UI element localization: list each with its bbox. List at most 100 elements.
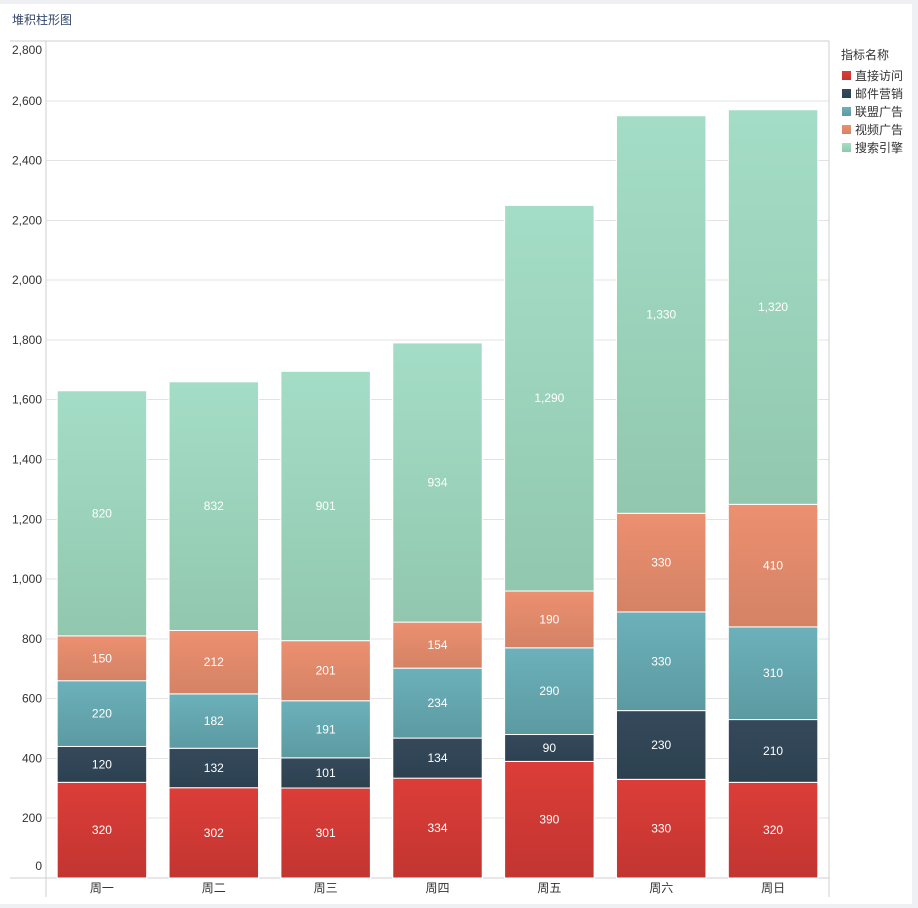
legend-label-search-engine: 搜索引擎 — [855, 140, 904, 155]
bar-series1-cat6[interactable] — [615, 778, 707, 879]
bar-series3-cat6[interactable] — [615, 611, 707, 712]
legend-swatch-direct-visit — [842, 70, 851, 80]
data-label-series4-cat7: 410 — [763, 559, 783, 573]
y-tick-label-2400: 2,400 — [12, 154, 42, 168]
bar-series1-cat2[interactable] — [168, 787, 260, 879]
y-tick-label-1600: 1,600 — [12, 393, 42, 407]
x-category-label-1: 周一 — [90, 881, 114, 895]
data-labels: 320 120 220 150 820 302 132 182 212 832 301 101 191 2… — [92, 300, 788, 840]
bar-series3-cat7[interactable] — [727, 626, 819, 721]
data-label-series4-cat6: 330 — [651, 556, 671, 570]
y-axis: 0 200 400 600 800 1,000 1,200 1,400 1,600 1,800 2,… — [12, 43, 42, 873]
bar-series2-cat6[interactable] — [615, 710, 707, 780]
legend-label-video-ads: 视频广告 — [855, 122, 904, 137]
bar-series4-cat7[interactable] — [727, 503, 819, 628]
bar-series1-cat3[interactable] — [280, 787, 371, 879]
bar-series4-cat6[interactable] — [615, 512, 707, 613]
data-label-series5-cat2: 832 — [204, 499, 224, 513]
data-label-series1-cat3: 301 — [316, 826, 336, 840]
bars — [56, 109, 819, 879]
data-label-series5-cat6: 1,330 — [646, 308, 676, 322]
x-category-label-6: 周六 — [649, 881, 673, 895]
data-label-series1-cat2: 302 — [204, 826, 224, 840]
data-label-series4-cat1: 150 — [92, 651, 112, 665]
legend-swatch-video-ads — [842, 124, 851, 134]
legend-item-email-marketing[interactable]: 邮件营销 — [841, 84, 903, 102]
bar-series3-cat5[interactable] — [504, 647, 595, 736]
data-label-series2-cat4: 134 — [427, 751, 447, 765]
bar-series3-cat4[interactable] — [392, 667, 483, 739]
y-tick-label-200: 200 — [22, 811, 42, 825]
data-label-series2-cat2: 132 — [204, 761, 224, 775]
bar-series5-cat1[interactable] — [56, 390, 148, 637]
y-tick-label-2200: 2,200 — [12, 213, 42, 227]
data-label-series1-cat5: 390 — [539, 813, 559, 827]
y-tick-label-1800: 1,800 — [12, 333, 42, 347]
legend-item-video-ads[interactable]: 视频广告 — [841, 120, 903, 138]
data-label-series3-cat4: 234 — [427, 696, 447, 710]
bar-series5-cat7[interactable] — [727, 109, 819, 505]
x-category-label-3: 周三 — [314, 881, 338, 895]
data-label-series4-cat5: 190 — [539, 612, 559, 626]
data-label-series4-cat2: 212 — [204, 655, 224, 669]
y-tick-label-2600: 2,600 — [12, 94, 42, 108]
legend-item-search-engine[interactable]: 搜索引擎 — [841, 138, 903, 156]
legend-item-affiliate-ads[interactable]: 联盟广告 — [841, 102, 903, 120]
data-label-series5-cat3: 901 — [316, 499, 336, 513]
legend-swatch-affiliate-ads — [842, 106, 851, 116]
bar-series4-cat3[interactable] — [280, 640, 371, 702]
chart-title: 堆积柱形图 — [12, 13, 73, 27]
bar-series5-cat2[interactable] — [168, 381, 260, 631]
bar-series2-cat2[interactable] — [168, 747, 260, 789]
data-label-series2-cat5: 90 — [543, 741, 557, 755]
data-label-series5-cat5: 1,290 — [534, 391, 564, 405]
bar-series1-cat5[interactable] — [504, 760, 595, 879]
x-axis: 周一 周二 周三 周四 周五 周六 周日 — [90, 881, 785, 895]
bar-series2-cat7[interactable] — [727, 719, 819, 783]
legend: 指标名称 直接访问 邮件营销 联盟广告 视频广告 搜索引擎 — [841, 47, 903, 156]
data-label-series3-cat3: 191 — [316, 722, 336, 736]
data-label-series1-cat4: 334 — [427, 821, 447, 835]
data-label-series3-cat1: 220 — [92, 707, 112, 721]
legend-swatch-search-engine — [842, 142, 851, 152]
bar-series5-cat4[interactable] — [392, 342, 483, 623]
bar-series3-cat3[interactable] — [280, 700, 371, 759]
y-tick-label-2000: 2,000 — [12, 273, 42, 287]
bar-series1-cat1[interactable] — [56, 781, 148, 879]
legend-title: 指标名称 — [841, 48, 890, 62]
bar-series3-cat2[interactable] — [168, 693, 260, 749]
data-label-series3-cat7: 310 — [763, 666, 783, 680]
data-label-series4-cat4: 154 — [427, 638, 447, 652]
y-tick-label-600: 600 — [22, 692, 42, 706]
legend-label-direct-visit: 直接访问 — [855, 68, 904, 83]
data-label-series5-cat1: 820 — [92, 506, 112, 520]
data-label-series5-cat7: 1,320 — [758, 300, 788, 314]
y-tick-label-1200: 1,200 — [12, 512, 42, 526]
bar-series1-cat4[interactable] — [392, 777, 483, 879]
data-label-series4-cat3: 201 — [316, 664, 336, 678]
legend-label-affiliate-ads: 联盟广告 — [855, 104, 904, 119]
data-label-series5-cat4: 934 — [427, 476, 447, 490]
bar-series5-cat3[interactable] — [280, 370, 371, 642]
bar-series3-cat1[interactable] — [56, 680, 148, 747]
y-tick-label-800: 800 — [22, 632, 42, 646]
bar-series5-cat5[interactable] — [504, 204, 595, 592]
legend-item-direct-visit[interactable]: 直接访问 — [841, 66, 903, 84]
legend-swatch-email-marketing — [842, 88, 851, 98]
bar-series4-cat2[interactable] — [168, 629, 260, 695]
data-label-series3-cat2: 182 — [204, 714, 224, 728]
data-label-series2-cat6: 230 — [651, 738, 671, 752]
legend-label-email-marketing: 邮件营销 — [855, 86, 904, 101]
x-category-label-7: 周日 — [761, 881, 785, 895]
data-label-series1-cat1: 320 — [92, 823, 112, 837]
data-label-series2-cat3: 101 — [316, 766, 336, 780]
bar-series5-cat6[interactable] — [615, 115, 707, 514]
x-category-label-2: 周二 — [202, 881, 226, 895]
bar-series4-cat4[interactable] — [392, 621, 483, 669]
y-tick-label-2800: 2,800 — [12, 43, 42, 57]
bar-series2-cat1[interactable] — [56, 745, 148, 783]
y-tick-label-0: 0 — [35, 859, 42, 873]
bar-series1-cat7[interactable] — [727, 781, 819, 879]
bar-series2-cat4[interactable] — [392, 737, 483, 779]
